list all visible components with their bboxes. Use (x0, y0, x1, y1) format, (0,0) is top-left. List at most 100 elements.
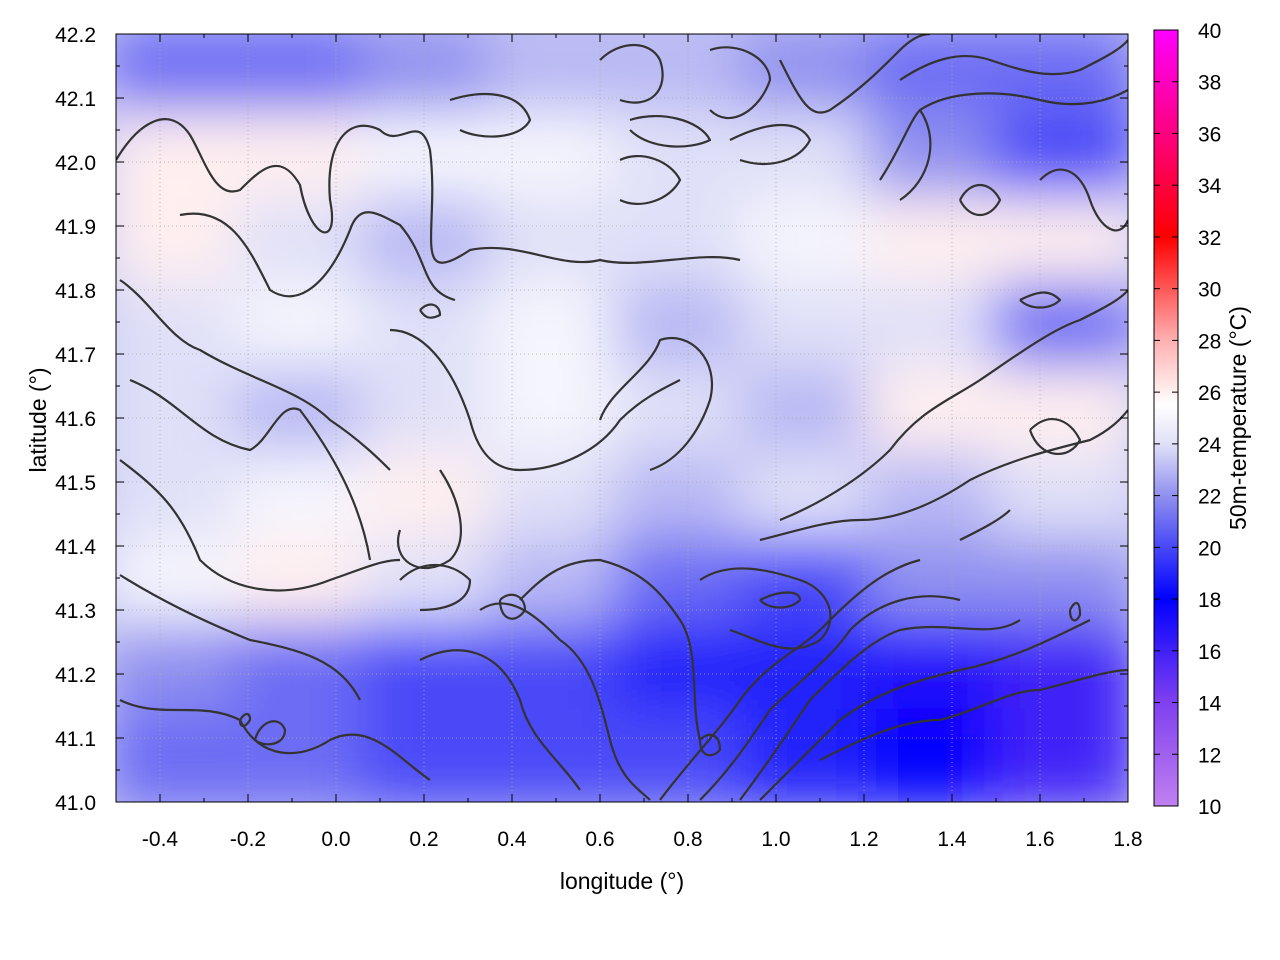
contour-line (119, 699, 431, 781)
heatmap-cell (867, 538, 1010, 640)
contour-line (129, 378, 372, 561)
contour-line (419, 303, 442, 319)
contour-line (119, 574, 361, 701)
contour-line (629, 115, 712, 148)
heatmap-cell (867, 623, 1010, 725)
colorbar-tick-label: 30 (1198, 279, 1221, 302)
axis-ticks (115, 33, 1129, 803)
heatmap-cell (361, 708, 504, 802)
heatmap-cell (867, 452, 1010, 554)
heatmap-cell (614, 452, 757, 554)
heatmap-cell (116, 452, 251, 554)
contour-line (179, 211, 456, 302)
colorbar-tick-labels: 10 12 14 16 18 20 22 24 26 28 30 32 34 36 38 40 (1198, 20, 1222, 819)
colorbar: 10 12 14 16 18 20 22 24 26 28 30 32 34 36 38 40 50m-tem… (1153, 20, 1251, 819)
x-tick-label: 0.0 (321, 828, 350, 851)
heatmap-cell (487, 196, 630, 298)
heatmap-cell (993, 196, 1128, 298)
contour-line (238, 712, 252, 728)
contour-line (819, 668, 1128, 761)
contour-line (1028, 418, 1082, 455)
heatmap-cell (234, 196, 377, 298)
x-tick-label: 1.2 (849, 828, 878, 851)
heatmap-cell (487, 111, 630, 213)
heatmap-cell (867, 367, 1010, 469)
colorbar-tick-label: 28 (1198, 330, 1221, 353)
heatmap-cell (116, 708, 251, 802)
heatmap-cell (993, 282, 1128, 384)
contour-line (729, 123, 812, 165)
contour-line (419, 649, 581, 791)
colorbar-tick-label: 40 (1198, 20, 1221, 43)
colorbar-tick-label: 10 (1198, 796, 1221, 819)
x-axis-label: longitude (°) (560, 868, 684, 894)
contour-line (598, 337, 713, 472)
contour-line (759, 591, 802, 609)
heatmap-cell (361, 538, 504, 640)
contour-line (698, 733, 722, 757)
y-tick-label: 42.2 (55, 24, 96, 47)
colorbar-tick-label: 14 (1198, 693, 1222, 716)
contour-line (1068, 602, 1082, 622)
x-tick-label: 0.6 (585, 828, 614, 851)
contour-line (699, 595, 961, 801)
heatmap-cell (487, 538, 630, 640)
contour-line (759, 409, 1128, 542)
y-axis-tick-labels: 41.0 41.1 41.2 41.3 41.4 41.5 41.6 41.7 41.8 41.9… (55, 24, 96, 815)
x-tick-label: 0.2 (409, 828, 438, 851)
x-tick-label: 0.4 (497, 828, 527, 851)
colorbar-tick-label: 12 (1198, 744, 1221, 767)
y-axis-label: latitude (°) (25, 367, 51, 472)
colorbar-tick-label: 18 (1198, 589, 1221, 612)
contour-line (397, 469, 462, 570)
colorbar-tick-label: 32 (1198, 227, 1221, 250)
contour-line (498, 593, 527, 620)
x-tick-label: -0.2 (230, 828, 266, 851)
y-tick-label: 41.2 (55, 664, 96, 687)
contour-line (659, 558, 921, 801)
heatmap-cell (993, 708, 1128, 802)
heatmap-cell (740, 196, 883, 298)
heatmap-cell (740, 282, 883, 384)
heatmap-cell (487, 282, 630, 384)
heatmap-cell (487, 708, 630, 802)
contour-line (519, 558, 702, 741)
y-tick-label: 41.3 (55, 600, 96, 623)
colorbar-tick-label: 22 (1198, 486, 1221, 509)
heatmap-cell (740, 452, 883, 554)
x-tick-label: 1.0 (761, 828, 790, 851)
heatmap-cell (993, 452, 1128, 554)
contour-line (253, 720, 287, 746)
x-tick-label: 0.8 (673, 828, 702, 851)
contour-line (389, 328, 681, 472)
contour-lines (116, 34, 1128, 801)
heatmap-cell (614, 538, 757, 640)
colorbar-tick-label: 16 (1198, 641, 1221, 664)
heatmap-cell (487, 367, 630, 469)
y-tick-label: 41.8 (55, 280, 96, 303)
heatmap-cell (116, 538, 251, 640)
y-tick-label: 41.0 (55, 792, 96, 815)
contour-line (899, 39, 1128, 81)
contour-line (1019, 291, 1062, 309)
x-tick-label: -0.4 (142, 828, 179, 851)
heatmap-cell (234, 282, 377, 384)
heatmap-cell (361, 282, 504, 384)
heatmap-cell (234, 708, 377, 802)
contour-line (779, 289, 1128, 522)
heatmap-cell (614, 708, 757, 802)
contour-line (959, 184, 1002, 216)
heatmap-cell (116, 282, 251, 384)
contour-line (479, 602, 651, 801)
colorbar-tick-label: 20 (1198, 537, 1221, 560)
contour-line (119, 279, 391, 471)
contour-line (619, 155, 682, 205)
heatmap-cell (361, 452, 504, 554)
colorbar-gradient (1153, 29, 1179, 807)
colorbar-ticks (1154, 29, 1178, 807)
temperature-heatmap (116, 34, 1128, 802)
contour-line (779, 34, 931, 114)
contour-line (699, 567, 832, 650)
x-tick-label: 1.6 (1025, 828, 1054, 851)
